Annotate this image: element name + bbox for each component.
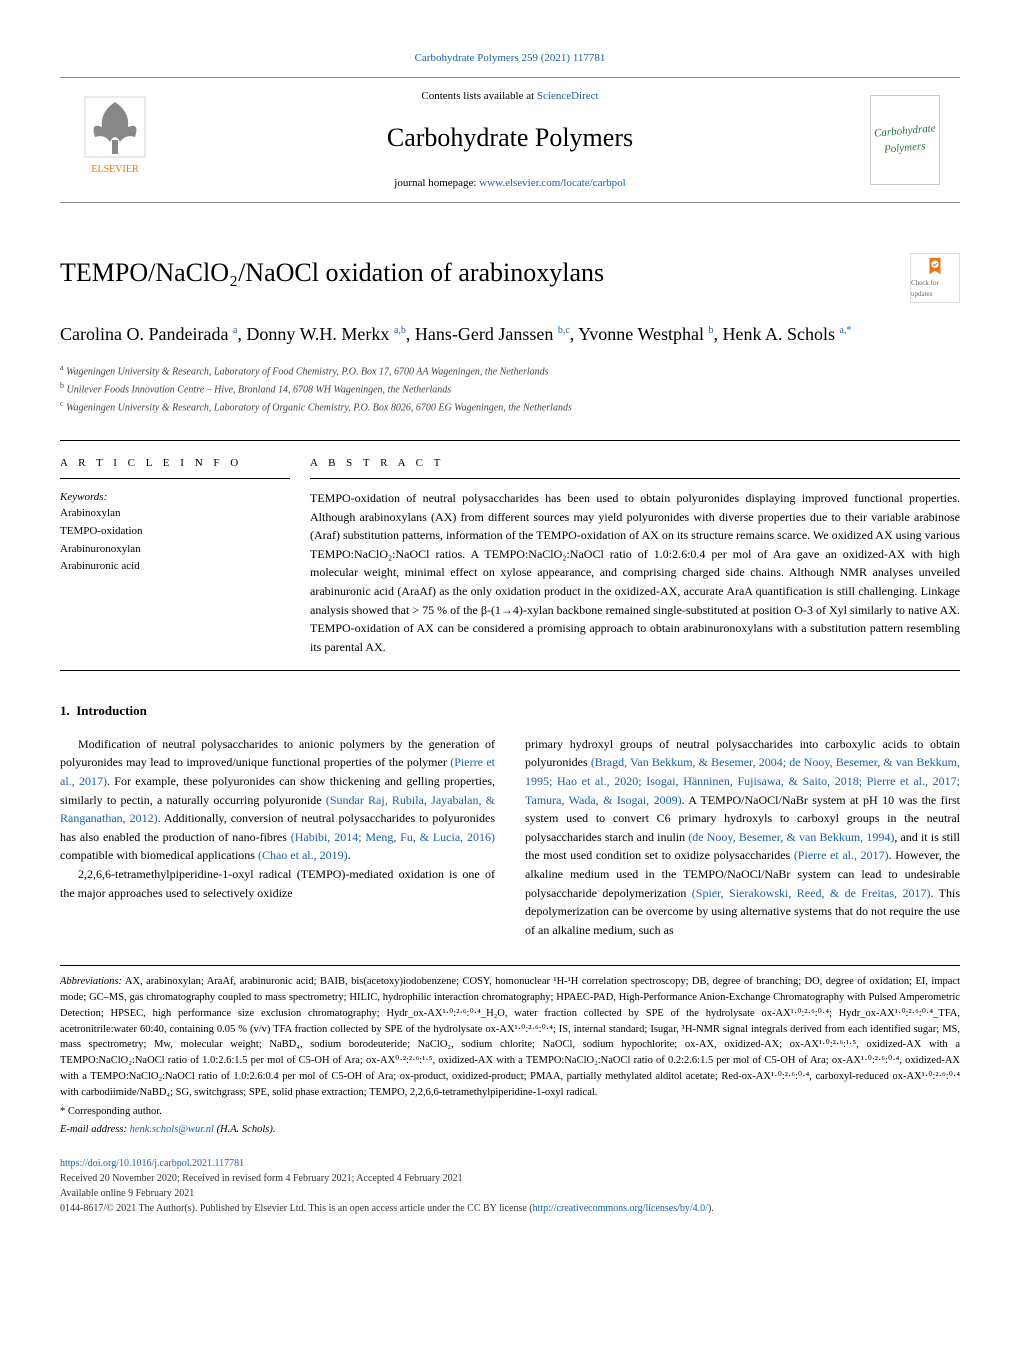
affiliations: a Wageningen University & Research, Labo… — [60, 362, 960, 417]
abbrev-text: AX, arabinoxylan; AraAf, arabinuronic ac… — [60, 976, 960, 1097]
body-p1: Modification of neutral polysaccharides … — [60, 735, 495, 865]
column-right: primary hydroxyl groups of neutral polys… — [525, 735, 960, 940]
check-updates-badge[interactable]: Check for updates — [910, 253, 960, 303]
keywords-list: ArabinoxylanTEMPO-oxidationArabinuronoxy… — [60, 505, 290, 575]
body-columns: Modification of neutral polysaccharides … — [60, 735, 960, 940]
affiliation-a: Wageningen University & Research, Labora… — [66, 366, 548, 377]
available-line: Available online 9 February 2021 — [60, 1186, 960, 1201]
svg-text:ELSEVIER: ELSEVIER — [91, 164, 139, 175]
doi-link[interactable]: https://doi.org/10.1016/j.carbpol.2021.1… — [60, 1158, 244, 1169]
contents-line: Contents lists available at ScienceDirec… — [170, 88, 850, 105]
journal-name: Carbohydrate Polymers — [170, 118, 850, 157]
abstract-head: A B S T R A C T — [310, 455, 960, 479]
homepage-line: journal homepage: www.elsevier.com/locat… — [170, 175, 850, 192]
elsevier-tree-icon: ELSEVIER — [80, 92, 150, 182]
masthead: ELSEVIER Contents lists available at Sci… — [60, 77, 960, 203]
header-citation-link[interactable]: Carbohydrate Polymers 259 (2021) 117781 — [415, 52, 606, 64]
bookmark-check-icon — [924, 256, 946, 278]
corresponding-author: * Corresponding author. — [60, 1104, 960, 1120]
received-line: Received 20 November 2020; Received in r… — [60, 1171, 960, 1186]
copyright-line: 0144-8617/© 2021 The Author(s). Publishe… — [60, 1201, 960, 1216]
abstract-text: TEMPO-oxidation of neutral polysaccharid… — [310, 489, 960, 656]
authors: Carolina O. Pandeirada a, Donny W.H. Mer… — [60, 321, 960, 348]
elsevier-logo: ELSEVIER — [80, 92, 150, 188]
email-link[interactable]: henk.schols@wur.nl — [130, 1124, 214, 1135]
column-left: Modification of neutral polysaccharides … — [60, 735, 495, 940]
abbrev-label: Abbreviations: — [60, 976, 122, 987]
footnotes: Abbreviations: AX, arabinoxylan; AraAf, … — [60, 965, 960, 1138]
journal-cover: Carbohydrate Polymers — [870, 95, 940, 185]
affiliation-b: Unilever Foods Innovation Centre – Hive,… — [67, 384, 452, 395]
affiliation-c: Wageningen University & Research, Labora… — [66, 402, 572, 413]
cc-license-link[interactable]: http://creativecommons.org/licenses/by/4… — [533, 1203, 708, 1214]
journal-homepage-link[interactable]: www.elsevier.com/locate/carbpol — [479, 177, 626, 189]
article-title: TEMPO/NaClO₂/NaOCl oxidation of arabinox… — [60, 253, 910, 292]
article-info-head: A R T I C L E I N F O — [60, 455, 290, 479]
body-p3: primary hydroxyl groups of neutral polys… — [525, 735, 960, 940]
doi-block: https://doi.org/10.1016/j.carbpol.2021.1… — [60, 1156, 960, 1216]
sciencedirect-link[interactable]: ScienceDirect — [537, 90, 599, 102]
section-1-title: 1. Introduction — [60, 701, 960, 721]
body-p2: 2,2,6,6-tetramethylpiperidine-1-oxyl rad… — [60, 865, 495, 902]
header-citation: Carbohydrate Polymers 259 (2021) 117781 — [60, 40, 960, 77]
keywords-label: Keywords: — [60, 489, 290, 506]
email-line: E-mail address: henk.schols@wur.nl (H.A.… — [60, 1122, 960, 1138]
